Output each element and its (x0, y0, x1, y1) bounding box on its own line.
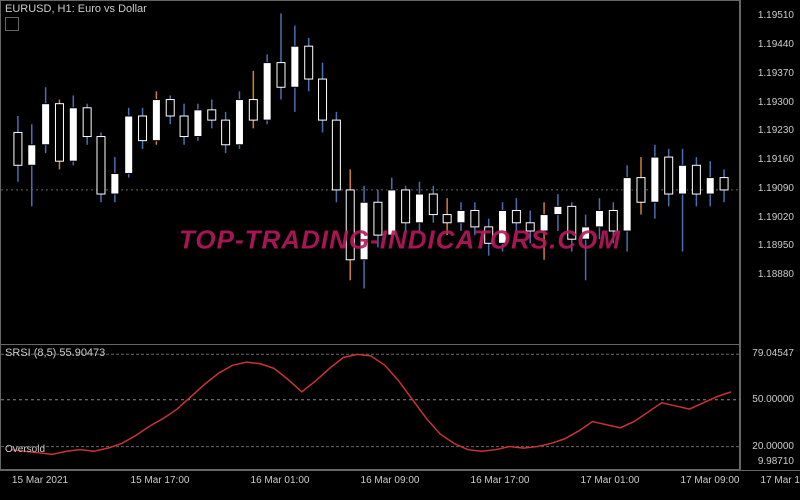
indicator-tick: 9.98710 (758, 456, 794, 467)
time-tick: 16 Mar 17:00 (471, 475, 530, 486)
price-tick: 1.19230 (758, 125, 794, 136)
oversold-label: Oversold (5, 444, 45, 455)
time-tick: 17 Mar 17:00 (761, 475, 800, 486)
indicator-y-axis: 79.04547 50.00000 20.00000 9.98710 (740, 345, 800, 470)
price-tick: 1.19020 (758, 212, 794, 223)
candlestick-canvas (1, 1, 741, 346)
price-tick: 1.19160 (758, 154, 794, 165)
price-tick: 1.18950 (758, 240, 794, 251)
price-tick: 1.19440 (758, 39, 794, 50)
time-tick: 16 Mar 09:00 (361, 475, 420, 486)
time-tick: 15 Mar 17:00 (131, 475, 190, 486)
price-tick: 1.19090 (758, 183, 794, 194)
price-chart-panel[interactable]: EURUSD, H1: Euro vs Dollar (0, 0, 740, 345)
indicator-title: SRSI (8,5) 55.90473 (5, 347, 105, 359)
price-tick: 1.19370 (758, 68, 794, 79)
indicator-tick: 20.00000 (752, 441, 794, 452)
indicator-tick: 50.00000 (752, 394, 794, 405)
indicator-panel[interactable]: SRSI (8,5) 55.90473 Oversold (0, 345, 740, 470)
time-tick: 17 Mar 09:00 (681, 475, 740, 486)
indicator-canvas (1, 345, 741, 470)
ohlc-toggle-icon[interactable] (5, 17, 19, 31)
time-tick: 16 Mar 01:00 (251, 475, 310, 486)
chart-title: EURUSD, H1: Euro vs Dollar (5, 3, 147, 15)
time-tick: 17 Mar 01:00 (581, 475, 640, 486)
price-tick: 1.19510 (758, 10, 794, 21)
indicator-tick: 79.04547 (752, 348, 794, 359)
price-y-axis: 1.18880 1.18950 1.19020 1.19090 1.19160 1.192… (740, 0, 800, 345)
time-tick: 15 Mar 2021 (12, 475, 68, 486)
price-tick: 1.18880 (758, 269, 794, 280)
trading-chart-container: EURUSD, H1: Euro vs Dollar 1.18880 1.1895… (0, 0, 800, 500)
time-x-axis: 15 Mar 2021 15 Mar 17:00 16 Mar 01:00 16 Ma… (0, 470, 800, 500)
price-tick: 1.19300 (758, 97, 794, 108)
